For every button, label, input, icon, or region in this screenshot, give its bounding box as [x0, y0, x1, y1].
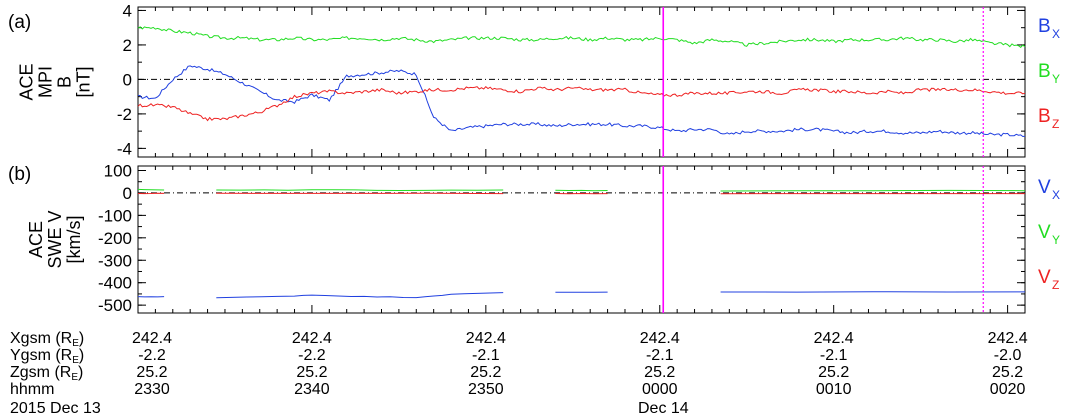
ephemeris-row: hhmm 2330 2340 2350 0000 0010 0020 — [0, 381, 1065, 398]
panel-b-label: (b) — [8, 164, 31, 185]
ephemeris-value: -2.2 — [298, 347, 326, 364]
ephemeris-row: Xgsm (RE) 242.4 242.4 242.4 242.4 242.4 242.4 — [0, 330, 1065, 349]
ylabel-line: ACE — [17, 63, 37, 100]
panel-a-frame — [137, 6, 1026, 158]
ephemeris-value: 242.4 — [465, 330, 506, 347]
y-tick-label: -2 — [117, 105, 132, 124]
ephemeris-value: -2.0 — [993, 347, 1022, 364]
panel-a-ylabel: ACE MPI B [nT] — [17, 63, 94, 100]
ephemeris-value: 242.4 — [813, 330, 854, 347]
ephemeris-value: 25.2 — [818, 364, 850, 381]
ylabel-line: ACE — [26, 221, 46, 258]
panel-b: -500 -400 -300 -200 -100 0 100 (b) ACE SWE V [km/s… — [8, 161, 1060, 315]
y-tick-label: 2 — [123, 36, 132, 55]
series-vx-line — [216, 292, 504, 299]
ephemeris-value: 242.4 — [987, 330, 1028, 347]
ephemeris-value: 25.2 — [296, 364, 328, 381]
ephemeris-value: 242.4 — [291, 330, 332, 347]
legend-subscript: Z — [1052, 117, 1059, 131]
ephemeris-value: 2340 — [294, 381, 330, 398]
y-tick-label: 0 — [123, 184, 132, 203]
legend-subscript: X — [1052, 188, 1060, 202]
ephemeris-value: 0020 — [989, 381, 1026, 398]
legend-subscript: X — [1052, 27, 1060, 41]
legend-vy: V — [1038, 222, 1051, 243]
legend-bx: B — [1038, 16, 1051, 37]
ephemeris-row-label: Ygsm (RE) — [10, 347, 85, 366]
date-label-day2: Dec 14 — [638, 400, 689, 417]
panel-b-frame — [137, 165, 1026, 314]
series-vy-line — [137, 188, 165, 191]
ephemeris-value: 242.4 — [639, 330, 680, 347]
series-bz-line — [137, 86, 1026, 122]
ylabel-line: [nT] — [74, 66, 94, 97]
legend-by: B — [1038, 61, 1051, 82]
series-vy-line — [216, 189, 504, 192]
ephemeris-value: 25.2 — [644, 364, 676, 381]
series-bx-line — [137, 65, 1026, 138]
ephemeris-value: -2.1 — [472, 347, 500, 364]
y-tick-label: -500 — [98, 296, 132, 315]
ephemeris-value: -2.1 — [645, 347, 674, 364]
ephemeris-value: 242.4 — [131, 330, 173, 347]
ylabel-line: MPI — [36, 66, 56, 98]
ylabel-line: B — [55, 76, 75, 88]
ephemeris-value: 0010 — [815, 381, 852, 398]
ephemeris-row-label: hhmm — [10, 381, 55, 398]
ephemeris-row-label: Xgsm (RE) — [10, 330, 85, 349]
ephemeris-value: 25.2 — [136, 364, 168, 381]
legend-bz: B — [1038, 106, 1051, 127]
y-tick-label: -4 — [117, 139, 132, 158]
y-tick-label: -400 — [98, 274, 132, 293]
panel-a-label: (a) — [8, 12, 31, 33]
y-tick-label: 0 — [123, 70, 132, 89]
ephemeris-value: 25.2 — [992, 364, 1024, 381]
y-tick-label: -300 — [98, 251, 132, 270]
legend-vz: V — [1038, 267, 1051, 288]
ephemeris-row-label: Zgsm (RE) — [10, 364, 84, 383]
legend-subscript: Y — [1052, 233, 1060, 247]
series-by-line — [137, 26, 1026, 48]
y-tick-label: 100 — [104, 161, 132, 180]
ylabel-line: SWE V — [45, 210, 65, 268]
legend-subscript: Z — [1052, 278, 1059, 292]
ephemeris-value: 2350 — [468, 381, 504, 398]
legend-subscript: Y — [1052, 72, 1060, 86]
ephemeris-value: 25.2 — [470, 364, 502, 381]
ephemeris-value: 0000 — [641, 381, 678, 398]
ephemeris-value: -2.2 — [138, 347, 166, 364]
y-tick-label: -100 — [98, 206, 132, 225]
ephemeris-row: Ygsm (RE) -2.2 -2.2 -2.1 -2.1 -2.1 -2.0 — [0, 347, 1065, 366]
ephemeris-value: -2.1 — [819, 347, 848, 364]
series-vy-line — [720, 189, 1026, 192]
ylabel-line: [km/s] — [64, 216, 84, 264]
ephemeris-row: Zgsm (RE) 25.2 25.2 25.2 25.2 25.2 25.2 — [0, 364, 1065, 383]
ephemeris-value: 2330 — [134, 381, 170, 398]
y-tick-label: 4 — [123, 1, 132, 20]
legend-vx: V — [1038, 177, 1051, 198]
panel-b-ylabel: ACE SWE V [km/s] — [26, 210, 84, 268]
y-tick-label: -200 — [98, 229, 132, 248]
date-label-start: 2015 Dec 13 — [10, 400, 101, 417]
